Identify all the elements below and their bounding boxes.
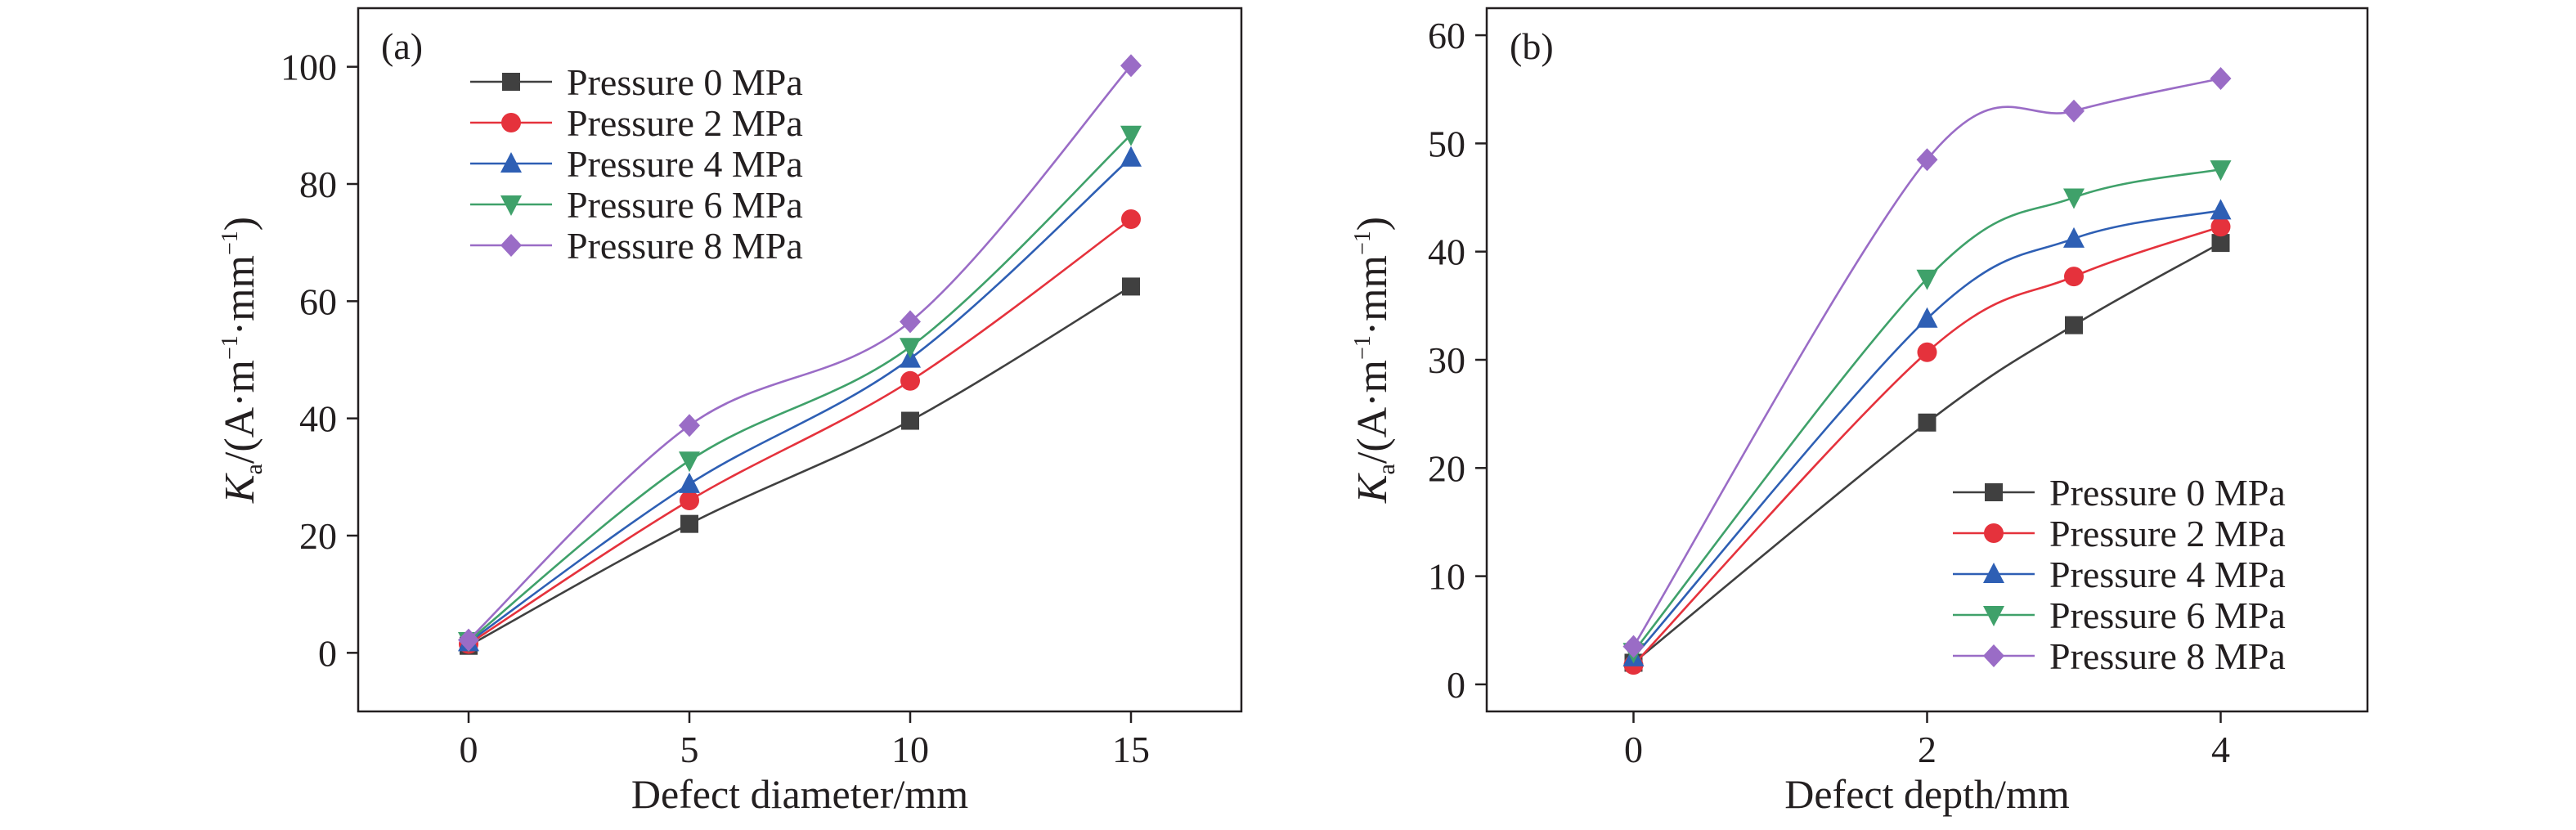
legend-label: Pressure 8 MPa [2049, 635, 2286, 677]
y-tick-label: 80 [299, 164, 337, 205]
plot-frame [357, 7, 1243, 713]
legend-label: Pressure 0 MPa [567, 61, 803, 103]
y-tick-label: 20 [299, 515, 337, 557]
y-tick-label: 0 [318, 632, 337, 674]
legend-marker [1983, 606, 2004, 626]
y-tick-label: 100 [280, 47, 337, 88]
chart-panel-b: 0 10 20 30 40 50 60 0 2 4 Defect depth/mm Ka/(A·m−1… [1349, 7, 2369, 817]
data-point-2 [1120, 146, 1142, 167]
data-point-0 [2211, 234, 2230, 253]
series-line-3 [1632, 168, 2221, 653]
x-tick-label: 10 [891, 729, 929, 770]
data-point-0 [1918, 413, 1936, 432]
panel-label: (a) [381, 25, 423, 67]
data-point-3 [1916, 269, 1938, 290]
data-point-3 [1120, 125, 1142, 146]
legend-marker [1983, 644, 2004, 667]
series-line-3 [468, 133, 1132, 643]
data-point-4 [2210, 67, 2232, 90]
data-point-3 [2063, 188, 2085, 209]
data-point-2 [679, 472, 700, 493]
data-point-0 [1122, 277, 1140, 296]
data-point-2 [1916, 307, 1938, 328]
legend-label: Pressure 2 MPa [2049, 513, 2286, 554]
y-tick-label: 50 [1428, 123, 1465, 164]
data-point-4 [458, 628, 479, 652]
series-line-2 [468, 156, 1132, 644]
data-point-4 [2063, 99, 2085, 123]
data-point-4 [900, 310, 921, 334]
data-point-1 [680, 491, 699, 510]
panel-label: (b) [1510, 25, 1554, 67]
data-point-1 [2064, 267, 2084, 287]
data-point-0 [901, 411, 919, 430]
legend-marker [501, 113, 521, 132]
x-tick-label: 4 [2211, 729, 2230, 770]
legend-marker [1984, 523, 2004, 543]
data-point-4 [1120, 54, 1142, 78]
data-point-3 [679, 451, 700, 473]
data-point-1 [2210, 217, 2231, 237]
x-tick-label: 2 [1918, 729, 1936, 770]
y-tick-label: 0 [1447, 664, 1465, 706]
data-point-3 [900, 338, 921, 359]
series-line-1 [468, 218, 1132, 645]
data-point-2 [2063, 227, 2085, 248]
legend-marker [500, 234, 522, 257]
series-line-0 [468, 285, 1132, 647]
series-line-4 [1632, 77, 2221, 648]
legend-marker [1983, 563, 2004, 583]
x-tick-label: 5 [680, 729, 699, 770]
legend-marker [500, 152, 522, 173]
data-point-0 [680, 514, 698, 533]
legend-label: Pressure 4 MPa [567, 143, 803, 185]
chart-panel-a: 0 20 40 60 80 100 0 5 10 15 Defect diameter/mm Ka/(… [217, 7, 1243, 817]
x-tick-label: 15 [1112, 729, 1150, 770]
data-point-3 [2210, 160, 2232, 182]
y-tick-label: 60 [1428, 15, 1465, 56]
series-line-0 [1632, 241, 2222, 664]
legend-label: Pressure 8 MPa [567, 225, 803, 267]
x-tick-label: 0 [460, 729, 478, 770]
data-point-4 [679, 414, 700, 437]
series-line-2 [1632, 209, 2221, 658]
legend-label: Pressure 0 MPa [2049, 472, 2286, 514]
data-point-1 [1121, 209, 1141, 229]
y-tick-label: 40 [1428, 231, 1465, 273]
data-point-1 [1917, 342, 1937, 362]
legend-label: Pressure 6 MPa [567, 184, 803, 226]
series-line-4 [468, 65, 1132, 641]
x-axis-label: Defect depth/mm [1784, 771, 2070, 817]
series-line-1 [1632, 226, 2221, 666]
legend-marker [502, 73, 520, 91]
legend-marker [1985, 483, 2003, 501]
y-tick-label: 30 [1428, 339, 1465, 381]
y-tick-label: 60 [299, 280, 337, 322]
data-point-2 [2210, 199, 2232, 220]
y-tick-label: 10 [1428, 556, 1465, 598]
y-axis-label: Ka/(A·m−1·mm−1) [1349, 217, 1400, 504]
legend-label: Pressure 4 MPa [2049, 554, 2286, 595]
data-point-4 [1622, 635, 1645, 658]
legend-marker [500, 195, 522, 216]
x-axis-label: Defect diameter/mm [631, 771, 968, 817]
data-point-4 [1916, 148, 1938, 172]
data-point-1 [900, 370, 920, 391]
y-axis-label: Ka/(A·m−1·mm−1) [217, 217, 267, 504]
legend-label: Pressure 6 MPa [2049, 594, 2286, 636]
legend-label: Pressure 2 MPa [567, 102, 803, 144]
y-tick-label: 20 [1428, 447, 1465, 489]
x-tick-label: 0 [1624, 729, 1643, 770]
y-tick-label: 40 [299, 398, 337, 440]
data-point-0 [2065, 316, 2083, 334]
